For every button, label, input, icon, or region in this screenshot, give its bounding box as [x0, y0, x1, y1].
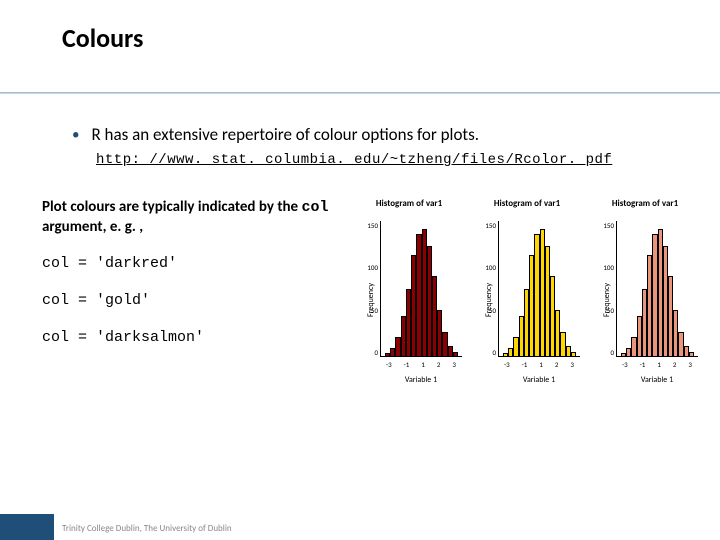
- chart-title: Histogram of var1: [352, 198, 466, 209]
- text-column: Plot colours are typically indicated by …: [42, 198, 352, 385]
- code-line-0: col = 'darkred': [42, 255, 352, 272]
- y-ticks: 150100500: [602, 221, 614, 357]
- histogram-chart: Histogram of var1Frequency150100500-3-11…: [588, 198, 702, 385]
- x-ticks: -3-1123: [498, 360, 580, 369]
- histogram-chart: Histogram of var1Frequency150100500-3-11…: [470, 198, 584, 385]
- y-ticks: 150100500: [366, 221, 378, 357]
- intro-code: col: [302, 199, 329, 216]
- footer-accent: [0, 514, 54, 540]
- url-link[interactable]: http: //www. stat. columbia. edu/~tzheng…: [0, 146, 720, 168]
- chart-title: Histogram of var1: [588, 198, 702, 209]
- x-axis-label: Variable 1: [616, 375, 698, 385]
- plot-area: Frequency150100500-3-1123Variable 1: [352, 215, 466, 385]
- plot-inner: [616, 221, 698, 357]
- intro-prefix: Plot colours are typically indicated by …: [42, 198, 302, 216]
- intro-suffix: argument, e. g. ,: [42, 218, 143, 236]
- x-axis-label: Variable 1: [498, 375, 580, 385]
- intro-text: Plot colours are typically indicated by …: [42, 198, 352, 237]
- x-ticks: -3-1123: [616, 360, 698, 369]
- plot-area: Frequency150100500-3-1123Variable 1: [470, 215, 584, 385]
- footer-text: Trinity College Dublin, The University o…: [62, 523, 232, 534]
- histogram-bar: [453, 352, 458, 356]
- y-ticks: 150100500: [484, 221, 496, 357]
- histogram-chart: Histogram of var1Frequency150100500-3-11…: [352, 198, 466, 385]
- x-axis-label: Variable 1: [380, 375, 462, 385]
- plot-inner: [498, 221, 580, 357]
- x-ticks: -3-1123: [380, 360, 462, 369]
- charts-row: Histogram of var1Frequency150100500-3-11…: [352, 198, 702, 385]
- page-title: Colours: [62, 22, 720, 54]
- chart-title: Histogram of var1: [470, 198, 584, 209]
- code-line-2: col = 'darksalmon': [42, 329, 352, 346]
- bullet-icon: •: [72, 124, 79, 146]
- histogram-bar: [689, 352, 694, 356]
- plot-inner: [380, 221, 462, 357]
- bullet-item: • R has an extensive repertoire of colou…: [0, 94, 720, 146]
- bullet-text: R has an extensive repertoire of colour …: [91, 124, 479, 145]
- plot-area: Frequency150100500-3-1123Variable 1: [588, 215, 702, 385]
- histogram-bar: [571, 352, 576, 356]
- code-line-1: col = 'gold': [42, 292, 352, 309]
